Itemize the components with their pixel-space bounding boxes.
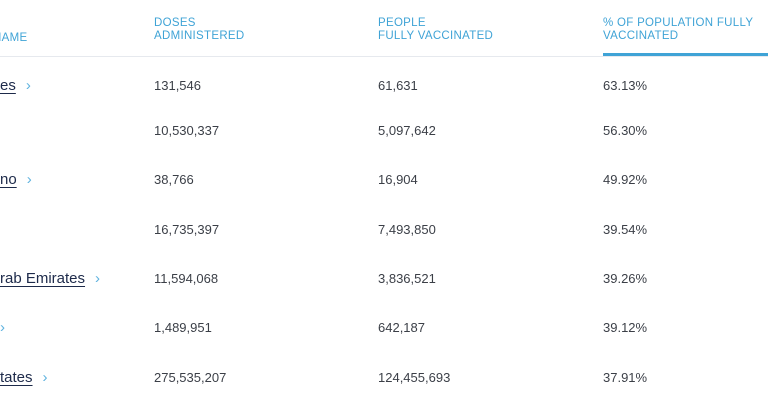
people-value: 642,187 <box>378 320 425 335</box>
percent-value: 39.12% <box>603 320 648 335</box>
column-header-people-line-2: FULLY VACCINATED <box>378 30 494 42</box>
country-link[interactable]: › <box>0 319 5 337</box>
chevron-right-icon: › <box>25 77 31 94</box>
doses-value: 16,735,397 <box>154 222 220 237</box>
table-row: es › 131,546 61,631 63.13% <box>0 77 768 122</box>
chevron-right-icon: › <box>42 369 48 386</box>
country-name: es <box>0 77 16 94</box>
doses-value: 275,535,207 <box>154 370 227 385</box>
country-link[interactable]: no › <box>0 171 32 189</box>
sort-indicator <box>603 53 768 56</box>
table-row: 10,530,337 5,097,642 56.30% <box>0 123 768 167</box>
people-value: 61,631 <box>378 78 418 93</box>
people-value: 3,836,521 <box>378 271 436 286</box>
doses-value: 131,546 <box>154 78 201 93</box>
country-name: no <box>0 171 17 188</box>
doses-value: 38,766 <box>154 172 194 187</box>
people-value: 124,455,693 <box>378 370 451 385</box>
column-header-percent-line-1: % OF POPULATION FULLY <box>603 17 754 29</box>
column-header-doses-line-2: ADMINISTERED <box>154 30 245 42</box>
percent-value: 37.91% <box>603 370 648 385</box>
percent-value: 39.54% <box>603 222 648 237</box>
column-header-people[interactable]: PEOPLE FULLY VACCINATED <box>378 17 493 43</box>
column-header-percent[interactable]: % OF POPULATION FULLY VACCINATED <box>603 17 753 43</box>
country-link[interactable]: tates › <box>0 369 48 387</box>
percent-value: 56.30% <box>603 123 648 138</box>
percent-value: 39.26% <box>603 271 648 286</box>
percent-value: 63.13% <box>603 78 648 93</box>
people-value: 16,904 <box>378 172 418 187</box>
percent-value: 49.92% <box>603 172 648 187</box>
table-row: tates › 275,535,207 124,455,693 37.91% <box>0 369 768 400</box>
country-link[interactable]: es › <box>0 77 31 95</box>
column-header-people-line-1: PEOPLE <box>378 17 426 29</box>
country-link[interactable]: rab Emirates › <box>0 270 100 288</box>
table-row: › 1,489,951 642,187 39.12% <box>0 319 768 364</box>
chevron-right-icon: › <box>26 171 32 188</box>
table-header: NAME DOSES ADMINISTERED PEOPLE FULLY VAC… <box>0 0 768 57</box>
column-header-percent-line-2: VACCINATED <box>603 30 679 42</box>
column-header-doses-line-1: DOSES <box>154 17 196 29</box>
doses-value: 1,489,951 <box>154 320 212 335</box>
chevron-right-icon: › <box>95 270 101 287</box>
doses-value: 10,530,337 <box>154 123 220 138</box>
country-name: tates <box>0 369 33 386</box>
doses-value: 11,594,068 <box>154 271 219 286</box>
people-value: 5,097,642 <box>378 123 436 138</box>
table-row: 16,735,397 7,493,850 39.54% <box>0 222 768 266</box>
chevron-right-icon: › <box>0 319 5 336</box>
column-header-name[interactable]: NAME <box>0 32 27 45</box>
table-row: rab Emirates › 11,594,068 3,836,521 39.26… <box>0 270 768 315</box>
table-row: no › 38,766 16,904 49.92% <box>0 171 768 216</box>
people-value: 7,493,850 <box>378 222 436 237</box>
column-header-name-label: NAME <box>0 32 28 44</box>
country-name: rab Emirates <box>0 270 86 287</box>
column-header-doses[interactable]: DOSES ADMINISTERED <box>154 17 245 43</box>
